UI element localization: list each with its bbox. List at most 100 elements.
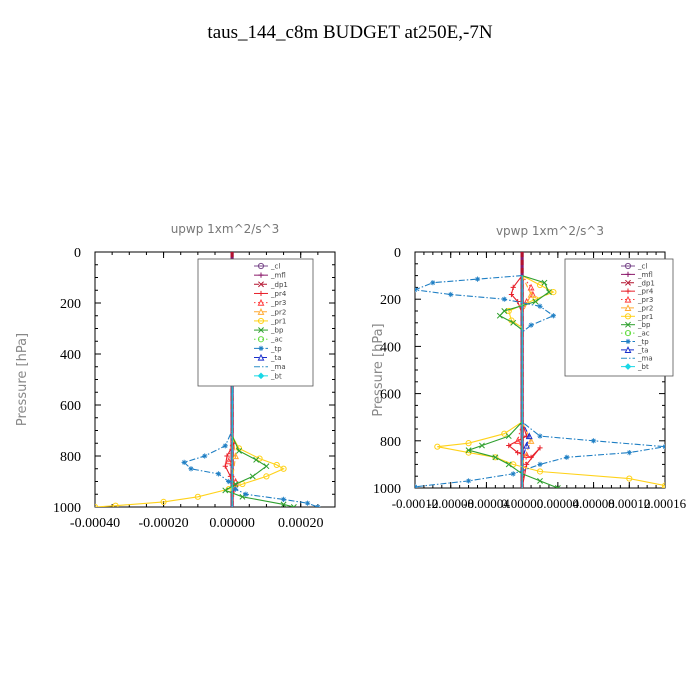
legend-label: _pr2 xyxy=(637,304,653,312)
legend-box xyxy=(197,258,314,387)
legend-label: _ac xyxy=(270,336,283,344)
series-point-tp xyxy=(243,491,249,497)
legend-label: _ta xyxy=(637,346,649,354)
legend-marker xyxy=(257,308,265,315)
series-point-pr1 xyxy=(273,461,280,469)
legend-label: _pr3 xyxy=(637,296,653,304)
y-tick-label: 400 xyxy=(60,348,81,363)
series-layer xyxy=(415,252,665,488)
series-point-tp xyxy=(430,280,436,286)
series-point-tp xyxy=(222,443,228,449)
legend-marker xyxy=(624,313,632,320)
legend-marker xyxy=(625,338,631,345)
x-tick-label: -0.00004 xyxy=(463,496,510,511)
series-point-tp xyxy=(537,303,543,309)
series-point-pr1 xyxy=(661,484,665,488)
legend-label: _dp1 xyxy=(270,281,288,289)
series-point-pr1 xyxy=(263,473,270,480)
x-tick-label: 0.00000 xyxy=(209,516,255,531)
y-axis-label: Pressure [hPa] xyxy=(15,333,30,426)
series-point-pr1 xyxy=(661,482,665,488)
series-point-tp xyxy=(537,461,543,467)
series-point-tp xyxy=(226,478,232,485)
x-tick-label: 0.00008 xyxy=(572,496,614,511)
series-point-tp xyxy=(280,496,287,502)
series-line-pr1 xyxy=(437,275,665,488)
series-point-tp xyxy=(181,459,187,465)
series-point-tp xyxy=(315,504,321,507)
legend-label: _pr1 xyxy=(637,313,653,321)
legend-box xyxy=(564,258,674,377)
legend-marker xyxy=(624,304,632,312)
series-point-bp xyxy=(554,485,561,488)
series-point-pr1 xyxy=(160,498,167,505)
series-point-bp xyxy=(541,279,548,286)
page-title: taus_144_c8m BUDGET at250E,-7N xyxy=(207,22,493,43)
x-tick-label: 0.00004 xyxy=(537,496,580,511)
series-point-pr1 xyxy=(194,493,201,500)
y-tick-label: 1000 xyxy=(53,501,81,516)
series-point-bp xyxy=(501,308,508,314)
series-point-bp xyxy=(249,473,256,480)
y-tick-label: 800 xyxy=(380,435,401,450)
series-point-ta xyxy=(525,432,533,440)
y-tick-label: 0 xyxy=(394,246,401,261)
y-tick-label: 600 xyxy=(60,399,81,414)
series-point-pr3 xyxy=(527,283,535,291)
legend-label: _cl xyxy=(270,263,280,271)
series-point-tp xyxy=(590,438,597,444)
legend-label: _ma xyxy=(270,363,286,371)
x-tick-label: -0.00040 xyxy=(70,516,120,531)
series-point-tp xyxy=(510,471,516,477)
legend-label: _ta xyxy=(270,354,282,362)
chart-panel-2: vpwp 1xm^2/s^3 Pressure [hPa] 0 200 400 600 80… xyxy=(371,224,687,511)
series-point-bp xyxy=(232,481,239,488)
series-point-bp xyxy=(510,319,517,326)
legend-label: _ac xyxy=(637,330,650,338)
legend-label: _mfl xyxy=(637,271,653,279)
legend-label: _bt xyxy=(270,372,282,380)
legend-label: _pr2 xyxy=(270,308,286,316)
series-point-bp xyxy=(465,447,472,454)
y-tick-label: 0 xyxy=(74,246,81,261)
series-point-tp xyxy=(448,291,454,298)
series-point-bp xyxy=(222,487,229,494)
y-tick-label: 200 xyxy=(380,293,401,308)
legend-marker xyxy=(257,298,265,306)
series-point-bp xyxy=(532,298,539,305)
y-tick-label: 400 xyxy=(380,340,401,355)
series-point-bp xyxy=(545,289,552,296)
y-tick-label: 600 xyxy=(380,388,401,403)
series-point-tp xyxy=(662,444,665,450)
series-point-pr3 xyxy=(514,437,522,444)
series-point-pr4 xyxy=(515,450,521,456)
series-point-pr4 xyxy=(506,442,512,449)
series-point-tp xyxy=(232,486,239,492)
series-point-pr2 xyxy=(527,437,535,444)
legend-marker xyxy=(257,336,265,343)
series-point-pr4 xyxy=(510,284,516,290)
legend-label: _pr4 xyxy=(637,288,654,296)
chart-title: upwp 1xm^2/s^3 xyxy=(171,222,280,236)
series-point-pr4 xyxy=(524,461,530,467)
series-point-bp xyxy=(239,493,246,500)
series-point-pr4 xyxy=(222,463,228,469)
x-tick-label: -0.00020 xyxy=(138,516,188,531)
series-point-tp xyxy=(415,287,418,293)
y-tick-label: 1000 xyxy=(373,482,401,497)
legend-marker xyxy=(257,262,265,270)
series-point-bp xyxy=(290,504,297,507)
series-point-tp xyxy=(564,454,570,460)
series-line-bp xyxy=(466,275,559,488)
series-point-pr4 xyxy=(224,453,230,459)
x-tick-label: 0.00012 xyxy=(608,496,650,511)
series-point-pr1 xyxy=(550,289,557,296)
series-point-tp xyxy=(528,322,534,328)
chart-panel-1: upwp 1xm^2/s^3 Pressure [hPa] 0 200 400 600 80… xyxy=(15,222,336,531)
legend-marker xyxy=(258,345,264,351)
x-tick-label: 0.00000 xyxy=(501,496,543,511)
legend-label: _pr3 xyxy=(270,299,286,307)
legend-marker xyxy=(624,295,632,303)
